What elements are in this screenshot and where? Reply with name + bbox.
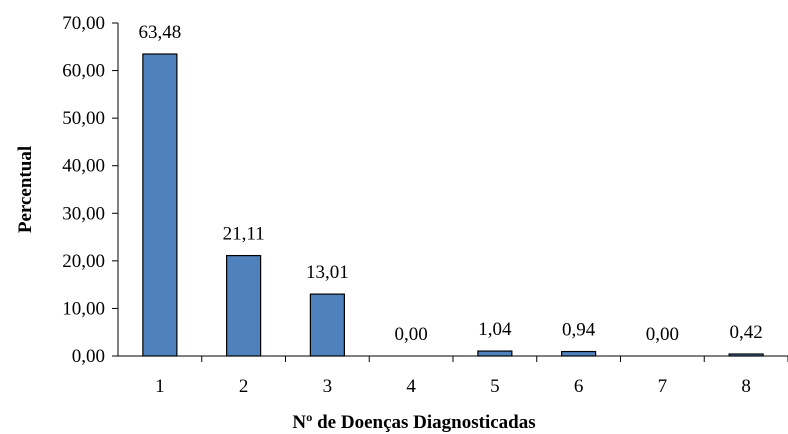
data-label-1: 63,48 xyxy=(139,22,182,43)
y-tick-label: 30,00 xyxy=(62,203,105,224)
bar-1 xyxy=(142,53,178,357)
data-label-7: 0,00 xyxy=(646,324,679,345)
x-tick-label: 7 xyxy=(658,376,668,397)
bars xyxy=(142,53,764,357)
data-label-2: 21,11 xyxy=(223,224,265,245)
y-tick-label: 50,00 xyxy=(62,108,105,129)
x-axis-title: Nº de Doenças Diagnosticadas xyxy=(292,412,535,433)
y-axis-title: Percentual xyxy=(15,146,36,233)
bar-5 xyxy=(477,350,513,357)
y-tick-label: 60,00 xyxy=(62,61,105,82)
data-label-6: 0,94 xyxy=(562,320,596,341)
bar-6 xyxy=(561,350,597,357)
x-tick-label: 1 xyxy=(155,376,165,397)
y-axis-ticks: 0,00 10,00 20,00 30,00 40,00 50,00 60,00 70,00 xyxy=(62,13,118,367)
x-tick-label: 4 xyxy=(406,376,416,397)
x-axis-ticks: 1 2 3 4 5 6 7 8 xyxy=(155,356,788,397)
y-tick-label: 40,00 xyxy=(62,156,105,177)
y-tick-label: 0,00 xyxy=(72,346,105,367)
data-label-3: 13,01 xyxy=(306,262,349,283)
data-label-4: 0,00 xyxy=(395,324,428,345)
x-tick-label: 6 xyxy=(574,376,584,397)
y-tick-label: 10,00 xyxy=(62,298,105,319)
bar-3 xyxy=(309,293,345,357)
bar-2 xyxy=(226,254,262,357)
data-labels: 63,48 21,11 13,01 0,00 1,04 0,94 0,00 0,42 xyxy=(139,22,763,345)
x-tick-label: 8 xyxy=(741,376,751,397)
data-label-5: 1,04 xyxy=(478,319,512,340)
y-tick-label: 70,00 xyxy=(62,13,105,34)
y-tick-label: 20,00 xyxy=(62,251,105,272)
data-label-8: 0,42 xyxy=(730,322,763,343)
x-tick-label: 2 xyxy=(239,376,249,397)
x-tick-label: 5 xyxy=(490,376,500,397)
x-tick-label: 3 xyxy=(323,376,333,397)
